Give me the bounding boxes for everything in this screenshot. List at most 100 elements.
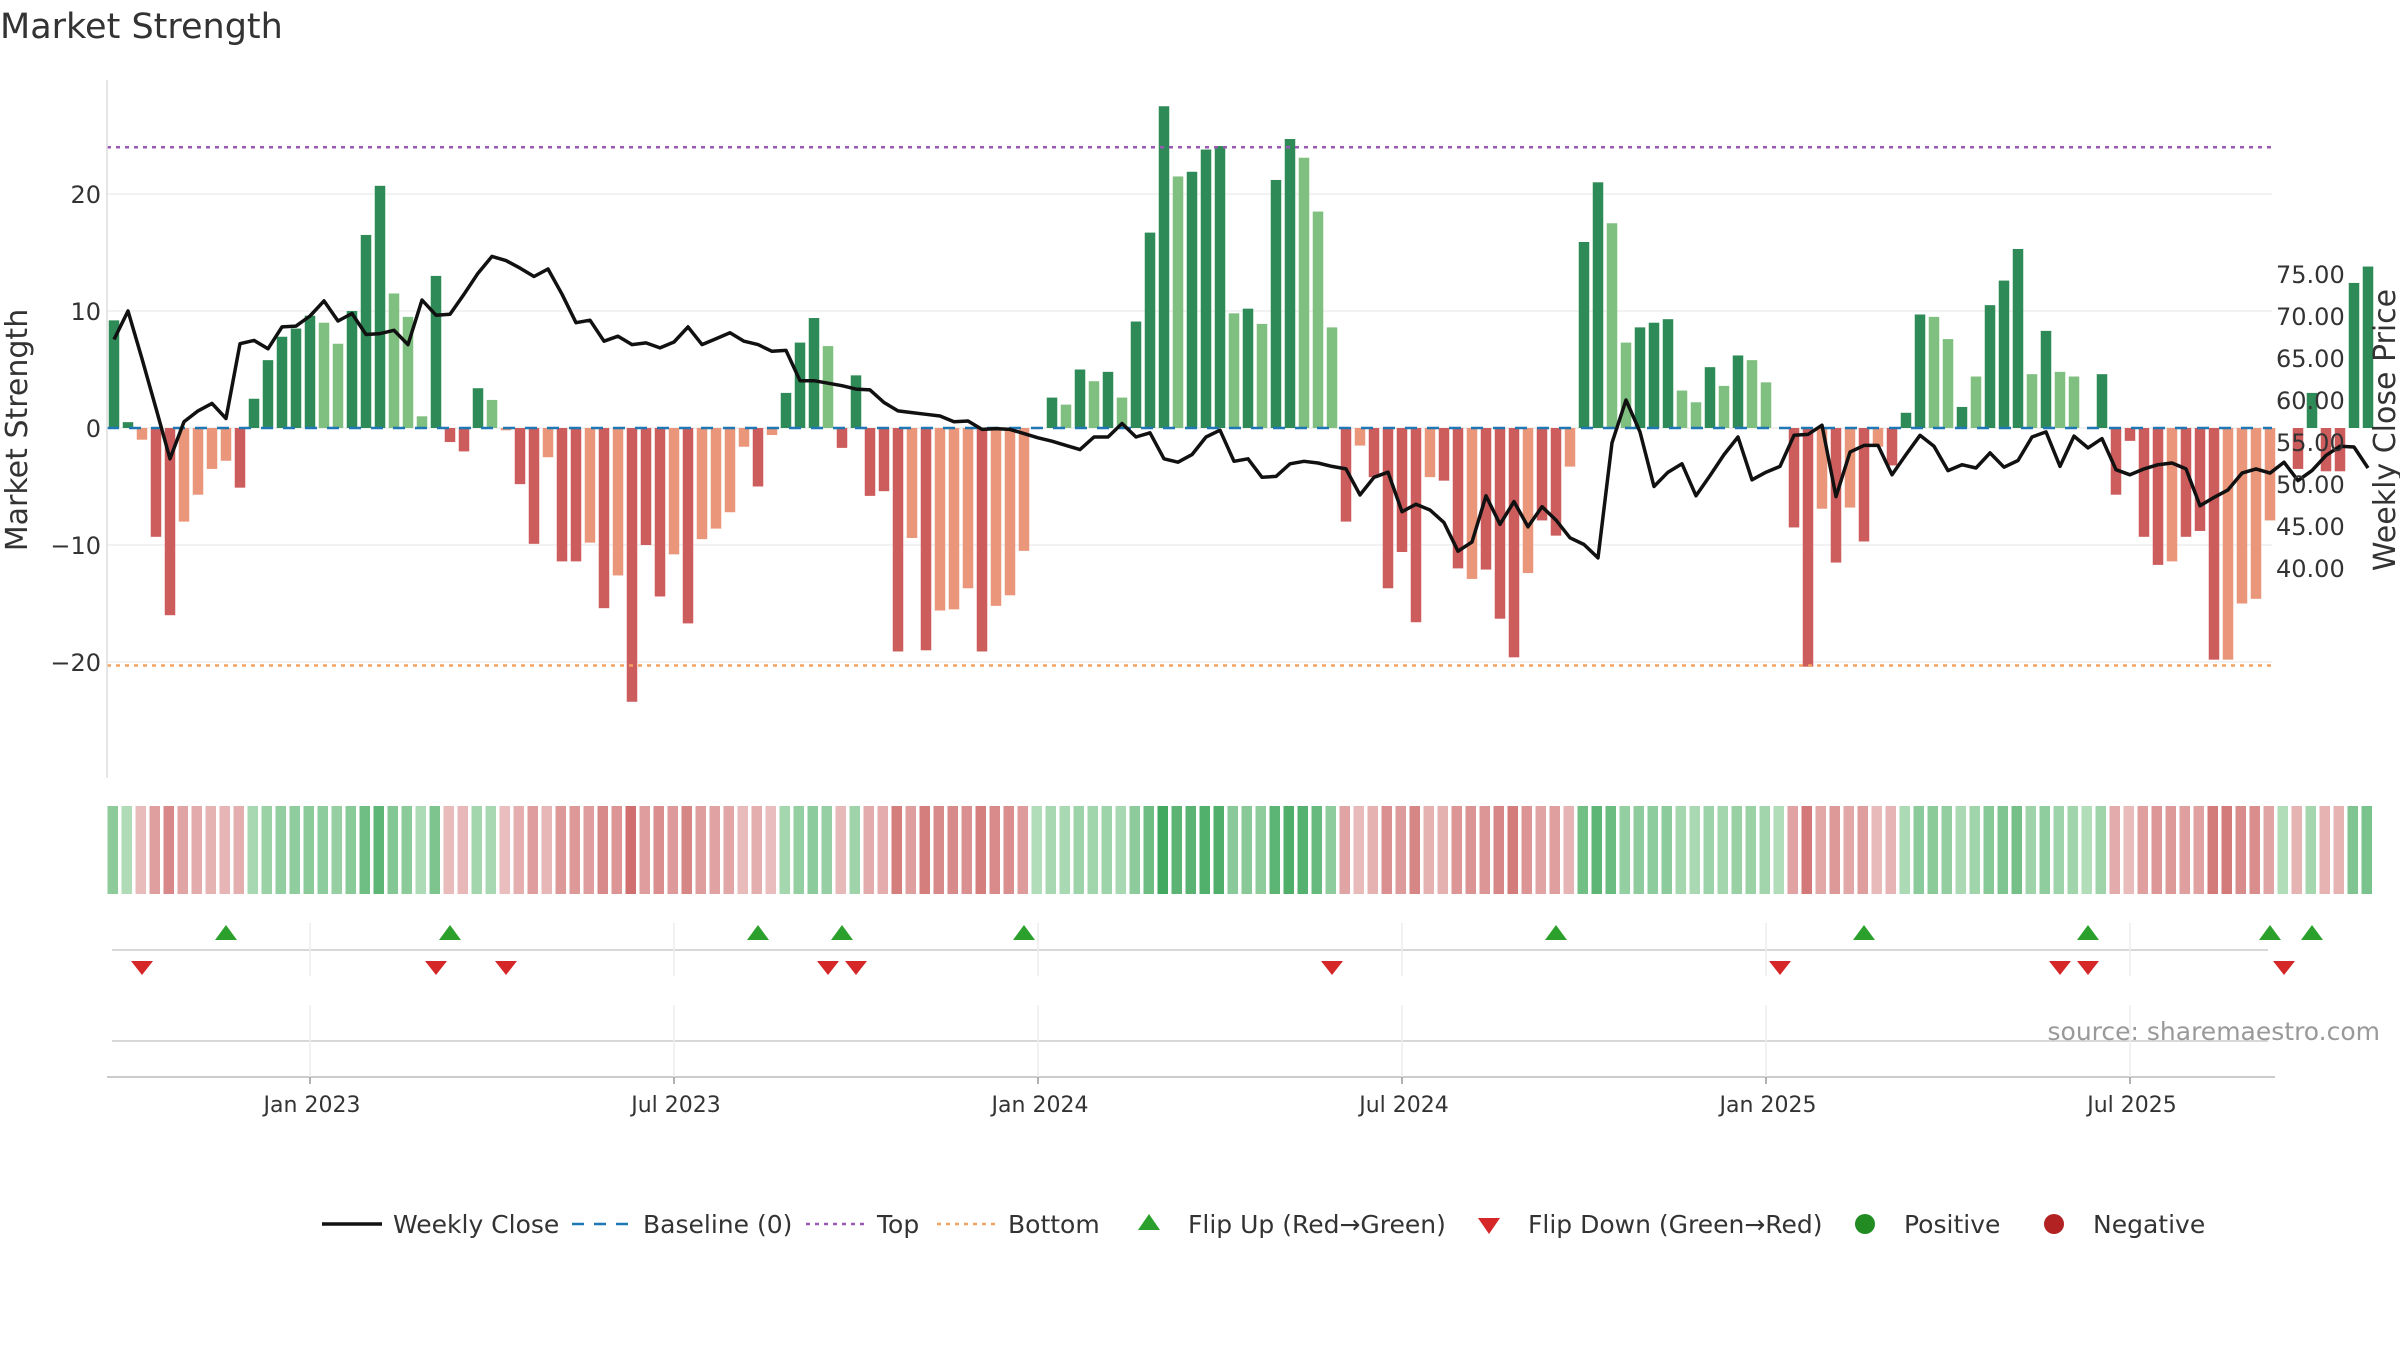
strength-bar	[962, 428, 974, 589]
strength-bar	[682, 428, 694, 624]
heat-cell	[471, 806, 482, 894]
strength-bar	[1158, 106, 1170, 428]
heat-cell	[1017, 806, 1028, 894]
strength-bar	[2012, 248, 2024, 428]
strength-bar	[1970, 376, 1982, 428]
strength-bar	[1214, 146, 1226, 428]
heat-cell	[1045, 806, 1056, 894]
heat-cell	[2319, 806, 2330, 894]
chart-title: Market Strength	[0, 7, 283, 47]
heat-cell	[401, 806, 412, 894]
heat-cell	[1843, 806, 1854, 894]
x-tick-label: Jan 2023	[262, 1093, 361, 1118]
strength-bar	[780, 392, 792, 428]
strength-bar	[2222, 428, 2234, 660]
legend-circle-icon	[1855, 1214, 1875, 1234]
heat-cell	[177, 806, 188, 894]
strength-bar	[1088, 381, 1100, 428]
y-right-tick-label: 50.00	[2276, 471, 2345, 499]
heat-cell	[1801, 806, 1812, 894]
heat-cell	[1703, 806, 1714, 894]
legend-item: Bottom	[937, 1210, 1100, 1239]
heat-cell	[135, 806, 146, 894]
y-right-axis-title: Weekly Close Price	[2368, 289, 2400, 571]
heat-cell	[1535, 806, 1546, 894]
strength-bar	[514, 428, 526, 485]
strength-bar	[668, 428, 680, 555]
strength-bar	[1984, 305, 1996, 428]
heat-cell	[2039, 806, 2050, 894]
strength-bar	[1382, 428, 1394, 589]
strength-bar	[864, 428, 876, 496]
strength-bar	[2166, 428, 2178, 562]
legend-item: Baseline (0)	[572, 1210, 792, 1239]
strength-bar	[1914, 314, 1926, 428]
strength-bar	[948, 428, 960, 610]
strength-bar	[1998, 280, 2010, 428]
strength-bar	[290, 328, 302, 428]
heat-cell	[639, 806, 650, 894]
strength-bar	[640, 428, 652, 545]
strength-bar	[234, 428, 246, 488]
x-tick-label: Jul 2024	[1357, 1093, 1449, 1118]
heat-cell	[1731, 806, 1742, 894]
heat-cell	[2067, 806, 2078, 894]
strength-bar	[304, 315, 316, 428]
heat-cell	[345, 806, 356, 894]
heat-cell	[2109, 806, 2120, 894]
strength-bar	[1186, 171, 1198, 428]
heat-cell	[695, 806, 706, 894]
heat-cell	[1227, 806, 1238, 894]
flip-up-marker	[747, 925, 769, 940]
strength-bar	[2362, 266, 2374, 428]
strength-bar	[150, 428, 162, 537]
heat-cell	[2347, 806, 2358, 894]
heat-cell	[611, 806, 622, 894]
heat-cell	[1367, 806, 1378, 894]
strength-bar	[1564, 428, 1576, 467]
strength-bar	[444, 428, 456, 443]
heat-cell	[681, 806, 692, 894]
strength-bar	[122, 422, 134, 428]
heat-cell	[1479, 806, 1490, 894]
flip-up-marker	[215, 925, 237, 940]
heat-cell	[2305, 806, 2316, 894]
heat-cell	[877, 806, 888, 894]
heat-cell	[821, 806, 832, 894]
heat-cell	[1437, 806, 1448, 894]
strength-bar	[2208, 428, 2220, 660]
strength-bar	[612, 428, 624, 576]
strength-bar	[206, 428, 218, 469]
strength-bar	[430, 275, 442, 428]
strength-bar	[738, 428, 750, 447]
heat-cell	[1591, 806, 1602, 894]
heat-cell	[2095, 806, 2106, 894]
flip-down-marker	[2077, 961, 2099, 975]
legend-triangle-down-icon	[1478, 1218, 1500, 1234]
heat-cell	[205, 806, 216, 894]
heat-cell	[779, 806, 790, 894]
strength-bar	[878, 428, 890, 492]
heat-cell	[765, 806, 776, 894]
heat-cell	[191, 806, 202, 894]
heat-cell	[1941, 806, 1952, 894]
heat-cell	[2151, 806, 2162, 894]
flip-down-marker	[425, 961, 447, 975]
y-right-tick-label: 75.00	[2276, 261, 2345, 289]
heat-cell	[2235, 806, 2246, 894]
heat-cell	[513, 806, 524, 894]
heat-cell	[1605, 806, 1616, 894]
strength-bar	[1004, 428, 1016, 596]
strength-bar	[1872, 428, 1884, 447]
strength-bar	[542, 428, 554, 458]
heat-cell	[891, 806, 902, 894]
source-credit: source: sharemaestro.com	[2048, 1017, 2381, 1046]
strength-bar	[1298, 157, 1310, 429]
strength-bar	[1592, 182, 1604, 428]
heat-cell	[1773, 806, 1784, 894]
heat-cell	[1213, 806, 1224, 894]
heat-cell	[2361, 806, 2372, 894]
strength-bar	[248, 398, 260, 428]
strength-bar	[1270, 179, 1282, 428]
heat-cell	[1829, 806, 1840, 894]
